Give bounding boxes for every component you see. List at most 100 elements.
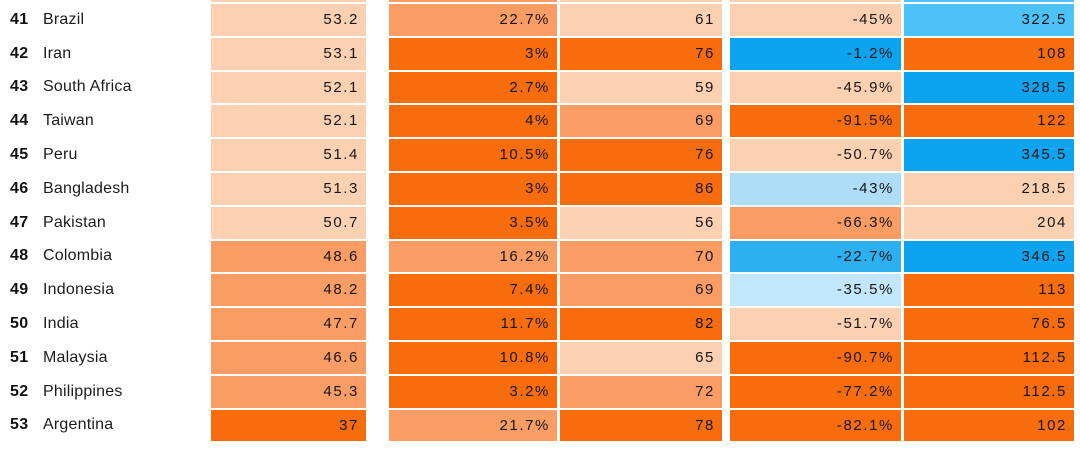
value-cell: 61 [560,4,722,36]
value-cell: 65 [560,341,722,374]
country-label-cell: 50 India [0,308,211,340]
country-name: South Africa [43,78,132,96]
value-cell: 21.7% [389,409,557,442]
value-cell: -43% [730,172,901,205]
country-name: Pakistan [43,213,106,231]
value-cell: -35.5% [730,274,901,307]
value-cell: 322.5 [904,4,1074,36]
value-cell: 10.5% [389,139,557,171]
rank-number: 49 [10,281,29,299]
value-cell: 48.6 [211,240,366,273]
rank-number: 53 [10,416,29,434]
rank-number: 42 [10,44,29,62]
value-cell: 46.6 [211,341,366,374]
value-cell: 53.2 [211,4,366,36]
country-name: Colombia [43,247,113,265]
value-cell: 69 [560,274,722,307]
country-label-cell: 46 Bangladesh [0,172,211,205]
value-cell: 112.5 [904,341,1074,374]
value-cell: -45.9% [730,71,901,104]
rank-number: 46 [10,179,29,197]
country-label-cell: 44 Taiwan [0,105,211,138]
table-row: 46 Bangladesh 51.3 3% 86 -43% 218.5 [0,172,1080,205]
country-name: Philippines [43,382,123,400]
table-row: 44 Taiwan 52.1 4% 69 -91.5% 122 [0,105,1080,138]
partial-cell [389,0,557,2]
country-label-cell: 41 Brazil [0,4,211,36]
country-label-cell: 45 Peru [0,139,211,171]
table-row: 53 Argentina 37 21.7% 78 -82.1% 102 [0,409,1080,442]
rank-number: 41 [10,10,29,28]
value-cell: 86 [560,172,722,205]
value-cell: 82 [560,308,722,340]
rank-number: 51 [10,348,29,366]
country-name: Brazil [43,10,85,28]
table-row: 50 India 47.7 11.7% 82 -51.7% 76.5 [0,308,1080,340]
country-name: Iran [43,44,72,62]
value-cell: 122 [904,105,1074,138]
value-cell: 51.3 [211,172,366,205]
value-cell: 72 [560,375,722,408]
value-cell: -77.2% [730,375,901,408]
value-cell: -90.7% [730,341,901,374]
value-cell: 53.1 [211,37,366,70]
value-cell: 51.4 [211,139,366,171]
value-cell: 16.2% [389,240,557,273]
value-cell: 50.7 [211,206,366,239]
table-row: 47 Pakistan 50.7 3.5% 56 -66.3% 204 [0,206,1080,239]
value-cell: 70 [560,240,722,273]
value-cell: 218.5 [904,172,1074,205]
value-cell: 59 [560,71,722,104]
country-name: Peru [43,146,78,164]
value-cell: -45% [730,4,901,36]
rank-number: 44 [10,112,29,130]
value-cell: 69 [560,105,722,138]
country-label-cell: 47 Pakistan [0,206,211,239]
value-cell: 37 [211,409,366,442]
value-cell: 2.7% [389,71,557,104]
value-cell: -51.7% [730,308,901,340]
value-cell: -1.2% [730,37,901,70]
value-cell: 108 [904,37,1074,70]
value-cell: 52.1 [211,71,366,104]
value-cell: 102 [904,409,1074,442]
value-cell: 10.8% [389,341,557,374]
country-label-cell: 51 Malaysia [0,341,211,374]
country-name: Malaysia [43,348,108,366]
value-cell: 112.5 [904,375,1074,408]
value-cell: 3.2% [389,375,557,408]
value-cell: -82.1% [730,409,901,442]
country-name: Taiwan [43,112,95,130]
country-name: Argentina [43,416,114,434]
value-cell: -91.5% [730,105,901,138]
value-cell: 45.3 [211,375,366,408]
table-row: 45 Peru 51.4 10.5% 76 -50.7% 345.5 [0,139,1080,171]
rank-number: 45 [10,146,29,164]
table-row: 51 Malaysia 46.6 10.8% 65 -90.7% 112.5 [0,341,1080,374]
value-cell: 47.7 [211,308,366,340]
value-cell: -50.7% [730,139,901,171]
country-name: India [43,315,79,333]
country-name: Bangladesh [43,179,130,197]
rank-number: 52 [10,382,29,400]
value-cell: 11.7% [389,308,557,340]
rank-number: 43 [10,78,29,96]
country-label-cell: 52 Philippines [0,375,211,408]
value-cell: -66.3% [730,206,901,239]
partial-cell [560,0,722,2]
value-cell: 76 [560,37,722,70]
country-label-cell: 53 Argentina [0,409,211,442]
table-row: 42 Iran 53.1 3% 76 -1.2% 108 [0,37,1080,70]
country-label-cell: 48 Colombia [0,240,211,273]
country-name: Indonesia [43,281,115,299]
country-label-cell: 42 Iran [0,37,211,70]
value-cell: 328.5 [904,71,1074,104]
value-cell: 3% [389,37,557,70]
table-row: 41 Brazil 53.2 22.7% 61 -45% 322.5 [0,4,1080,36]
value-cell: 4% [389,105,557,138]
partial-cell [211,0,366,2]
table-row: 43 South Africa 52.1 2.7% 59 -45.9% 328.5 [0,71,1080,104]
rank-number: 48 [10,247,29,265]
value-cell: 345.5 [904,139,1074,171]
